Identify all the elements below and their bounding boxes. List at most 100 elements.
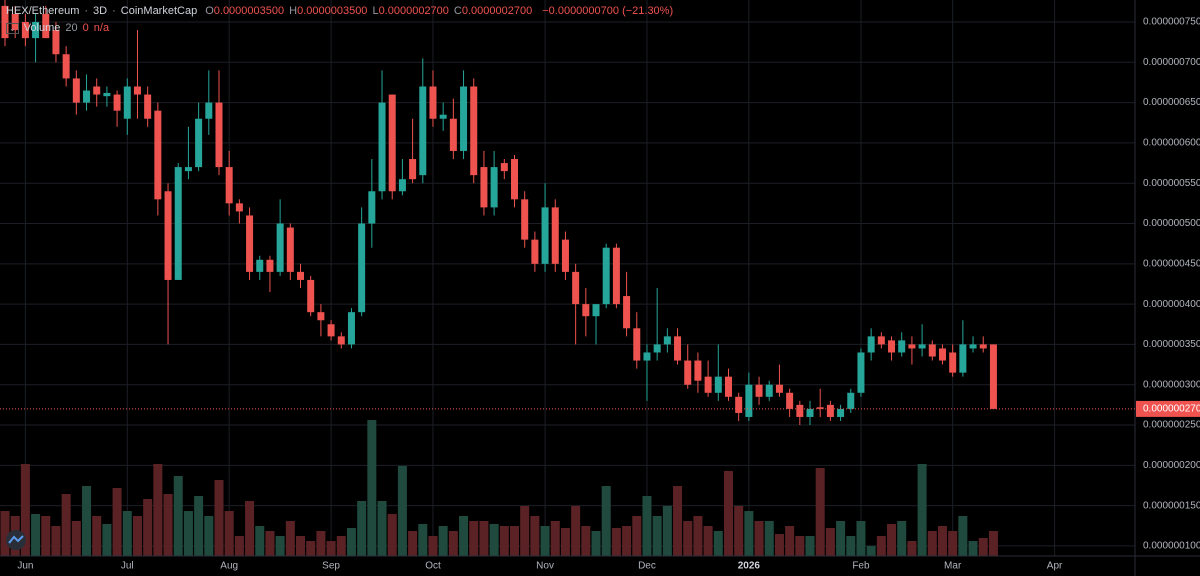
volume-bar bbox=[530, 516, 540, 556]
candle-body bbox=[674, 336, 682, 361]
volume-bar bbox=[978, 538, 988, 556]
volume-bar bbox=[510, 526, 519, 556]
volume-bar bbox=[785, 526, 795, 556]
candle-body bbox=[582, 304, 590, 317]
x-tick-label: Apr bbox=[1047, 561, 1063, 572]
volume-bar bbox=[326, 541, 336, 556]
volume-bar bbox=[571, 506, 581, 556]
candle-body bbox=[602, 247, 610, 305]
volume-bar bbox=[958, 516, 968, 556]
volume-bar bbox=[652, 516, 662, 556]
candle-body bbox=[460, 86, 468, 151]
ohlc-key: L bbox=[372, 5, 379, 17]
candle-body bbox=[419, 86, 427, 176]
candle-body bbox=[816, 407, 824, 409]
candle-body bbox=[398, 179, 406, 192]
candle-body bbox=[286, 227, 294, 272]
candle-body bbox=[113, 94, 121, 111]
candle-body bbox=[979, 344, 987, 349]
volume-bar bbox=[163, 494, 173, 556]
volume-bar bbox=[459, 516, 469, 556]
candle-body bbox=[959, 344, 967, 373]
candle-body bbox=[561, 239, 569, 272]
volume-bar bbox=[927, 531, 937, 556]
candle-body bbox=[653, 344, 661, 353]
candle-body bbox=[724, 376, 732, 397]
candle-body bbox=[11, 13, 19, 31]
volume-legend: ⌄ Volume 20 0 n/a bbox=[6, 22, 114, 34]
ohlc-value: 0.0000002700 bbox=[378, 5, 449, 17]
last-price-label: 0.0000002700 bbox=[1143, 404, 1200, 415]
candle-body bbox=[837, 408, 845, 417]
candle-body bbox=[184, 167, 192, 172]
candle-body bbox=[83, 90, 91, 103]
candle-body bbox=[541, 207, 549, 264]
candle-body bbox=[276, 223, 284, 272]
x-tick-label: Nov bbox=[536, 561, 554, 572]
candle-body bbox=[888, 340, 896, 353]
volume-bar bbox=[622, 526, 632, 556]
volume-bar bbox=[20, 464, 30, 556]
volume-bar bbox=[469, 521, 479, 556]
volume-layer bbox=[0, 420, 998, 556]
volume-bar bbox=[581, 526, 591, 556]
x-tick-label: Aug bbox=[220, 561, 238, 572]
candle-body bbox=[297, 271, 305, 280]
volume-bar bbox=[887, 524, 897, 556]
candle-body bbox=[368, 191, 376, 224]
candle-body bbox=[714, 376, 722, 393]
volume-bar bbox=[224, 511, 234, 556]
volume-bar bbox=[825, 528, 835, 556]
symbol[interactable]: HEX/Ethereum bbox=[6, 5, 80, 17]
volume-bar bbox=[744, 511, 754, 556]
candle-body bbox=[409, 159, 417, 180]
candle-layer bbox=[1, 0, 997, 426]
candle-body bbox=[164, 191, 172, 280]
volume-bar bbox=[642, 496, 652, 556]
candle-body bbox=[195, 118, 203, 168]
collapse-icon[interactable]: ⌄ bbox=[6, 23, 19, 34]
candle-body bbox=[500, 163, 508, 172]
volume-bar bbox=[683, 521, 693, 556]
ohlc-key: H bbox=[289, 5, 298, 17]
x-tick-label: Jul bbox=[121, 561, 134, 572]
candle-body bbox=[857, 352, 865, 393]
candle-body bbox=[938, 348, 946, 361]
candle-body bbox=[1, 5, 9, 39]
candle-body bbox=[317, 312, 325, 321]
volume-bar bbox=[836, 521, 846, 556]
candle-body bbox=[949, 352, 957, 373]
candle-body bbox=[694, 360, 702, 381]
volume-bar bbox=[560, 528, 570, 556]
ohlc-value: 0.0000003500 bbox=[213, 5, 285, 17]
volume-bar bbox=[397, 466, 407, 556]
volume-bar bbox=[31, 514, 41, 556]
candle-body bbox=[551, 207, 559, 264]
volume-bar bbox=[296, 536, 306, 556]
candle-body bbox=[347, 312, 355, 345]
volume-bar bbox=[428, 536, 438, 556]
volume-bar bbox=[153, 464, 163, 556]
volume-bar bbox=[336, 536, 346, 556]
volume-bar bbox=[764, 521, 774, 556]
candle-body bbox=[735, 396, 743, 413]
change: −0.0000000700 (−21.30%) bbox=[542, 5, 674, 17]
last-price-box bbox=[1136, 400, 1200, 417]
volume-bar bbox=[306, 541, 316, 556]
volume-bar bbox=[673, 486, 683, 556]
volume-extra: 0 bbox=[82, 22, 89, 34]
volume-bar bbox=[856, 521, 866, 556]
volume-label: Volume bbox=[23, 22, 61, 34]
candle-body bbox=[388, 94, 396, 192]
candle-body bbox=[439, 114, 447, 119]
volume-bar bbox=[41, 516, 51, 556]
x-tick-label: Sep bbox=[322, 561, 340, 572]
candle-body bbox=[898, 340, 906, 353]
